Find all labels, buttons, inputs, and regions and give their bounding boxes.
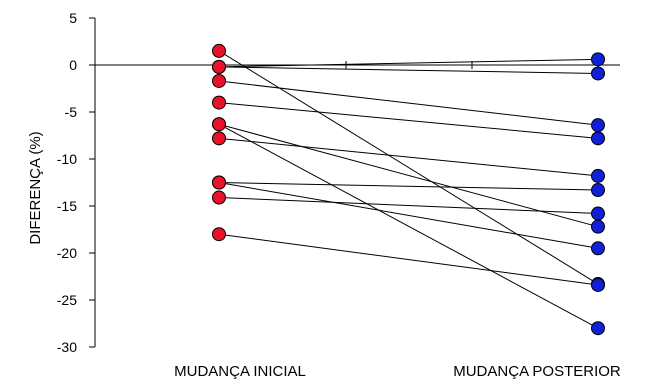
- y-tick-label: -20: [57, 245, 77, 261]
- y-tick-label: -5: [65, 104, 78, 120]
- y-axis-title: DIFERENÇA (%): [27, 131, 44, 244]
- y-axis: 5 0 -5 -10 -15 -20 -25 -30: [57, 10, 96, 355]
- point-initial: [212, 95, 226, 110]
- point-posterior: [591, 168, 605, 183]
- pair-line: [218, 123, 599, 228]
- point-initial: [212, 227, 226, 242]
- y-tick-label: 5: [69, 10, 77, 26]
- pair-line: [218, 182, 599, 191]
- zero-reference-line-group: [90, 61, 620, 69]
- y-tick-label: -30: [57, 339, 77, 355]
- category-label-initial: MUDANÇA INICIAL: [174, 363, 306, 380]
- point-initial: [212, 117, 226, 132]
- pair-line: [218, 50, 599, 285]
- point-posterior: [591, 66, 605, 81]
- category-label-posterior: MUDANÇA POSTERIOR: [453, 363, 621, 380]
- point-posterior: [591, 183, 605, 198]
- pair-line: [218, 102, 599, 139]
- point-initial: [212, 131, 226, 146]
- point-initial: [212, 190, 226, 205]
- y-tick-label: 0: [69, 57, 77, 73]
- data-points: [212, 43, 605, 336]
- pair-line: [218, 66, 599, 74]
- pair-line: [218, 137, 599, 177]
- pair-line: [218, 197, 599, 215]
- pair-line: [218, 58, 599, 68]
- point-initial: [212, 73, 226, 88]
- pair-lines: [218, 50, 599, 329]
- point-posterior: [591, 206, 605, 221]
- x-axis-labels: MUDANÇA INICIAL MUDANÇA POSTERIOR: [174, 363, 621, 380]
- point-posterior: [591, 52, 605, 67]
- point-posterior: [591, 118, 605, 133]
- point-initial: [212, 43, 226, 58]
- point-posterior: [591, 321, 605, 336]
- point-posterior: [591, 277, 605, 292]
- y-tick-label: -15: [57, 198, 77, 214]
- pair-line: [218, 123, 599, 329]
- point-posterior: [591, 241, 605, 256]
- point-initial: [212, 175, 226, 190]
- point-posterior: [591, 131, 605, 146]
- pair-line: [218, 182, 599, 249]
- point-initial: [212, 59, 226, 74]
- point-posterior: [591, 219, 605, 234]
- y-tick-label: -25: [57, 292, 77, 308]
- y-tick-label: -10: [57, 151, 77, 167]
- pair-line: [218, 233, 599, 286]
- pair-line: [218, 80, 599, 126]
